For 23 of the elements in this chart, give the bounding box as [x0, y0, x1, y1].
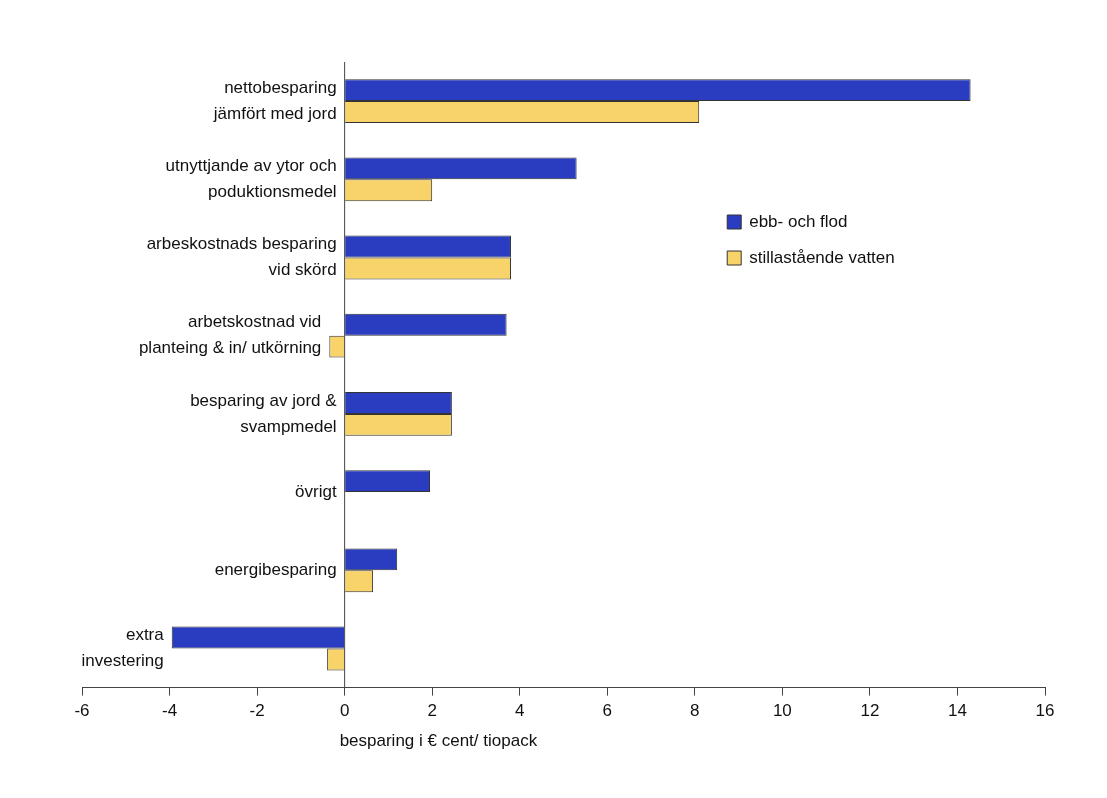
legend-label: ebb- och flod: [749, 211, 848, 231]
y-tick-label: nettobesparing jämfört med jord: [212, 77, 337, 123]
x-tick-label: 4: [514, 701, 525, 721]
y-tick-label: arbetskostnad vid planteing & in/ utkörning: [138, 312, 322, 358]
x-tick-label: 6: [602, 701, 613, 721]
y-tick-label: utnyttjande av ytor och poduktionsmedel: [165, 155, 337, 201]
x-tick-label: 14: [947, 701, 967, 721]
legend-label: stillastående vatten: [749, 247, 895, 267]
y-tick-label: extra investering: [81, 625, 165, 671]
x-axis-title: besparing i € cent/ tiopack: [339, 730, 538, 750]
x-tick-label: 8: [690, 701, 700, 721]
x-tick-label: 16: [1035, 701, 1055, 721]
x-tick-label: -6: [74, 701, 90, 721]
y-tick-label: övrigt: [295, 481, 337, 501]
x-tick-label: -2: [249, 701, 265, 721]
x-tick-label: 10: [772, 701, 792, 721]
y-tick-label: besparing av jord & svampmedel: [190, 390, 338, 436]
x-tick-label: 2: [427, 701, 437, 721]
y-tick-label: arbeskostnads besparing vid skörd: [146, 234, 337, 280]
y-tick-label: energibesparing: [214, 559, 337, 579]
x-tick-label: -4: [161, 701, 178, 721]
x-tick-label: 12: [860, 701, 880, 721]
x-tick-label: 0: [339, 701, 350, 721]
